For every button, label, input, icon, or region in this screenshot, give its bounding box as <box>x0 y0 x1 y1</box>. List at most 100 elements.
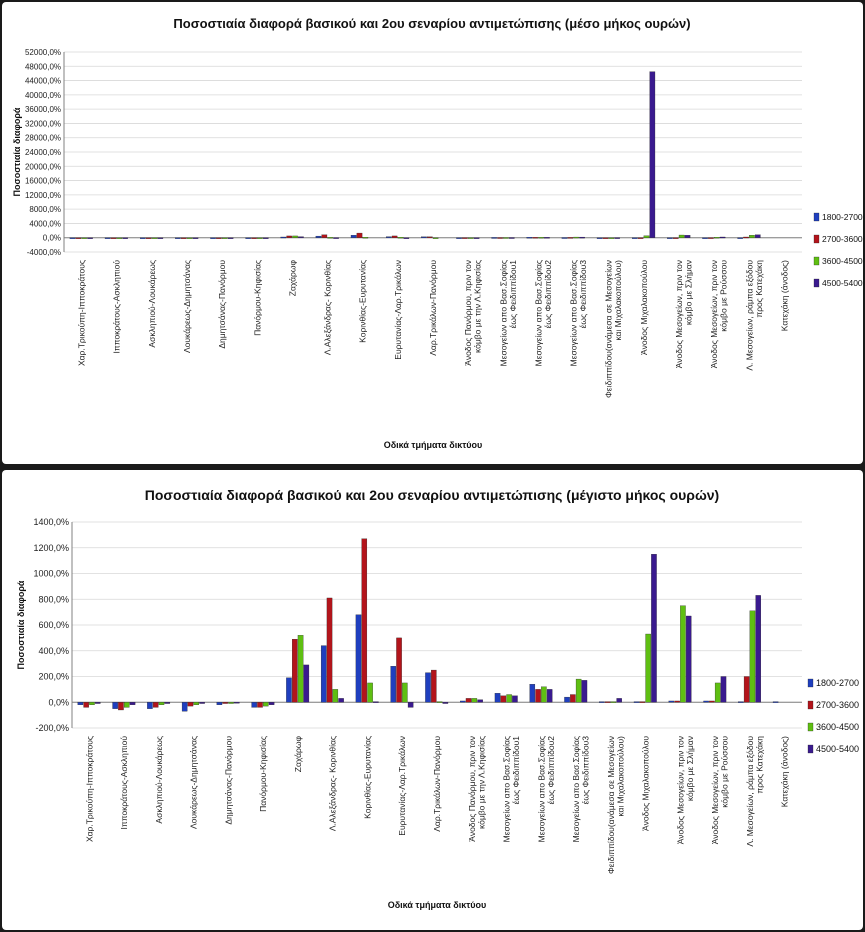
bar <box>228 702 234 704</box>
bar <box>425 672 431 703</box>
legend-swatch <box>813 212 820 222</box>
bar <box>702 237 708 239</box>
bar <box>151 237 158 239</box>
bar <box>333 237 339 239</box>
bar <box>491 237 497 239</box>
bar <box>755 595 761 703</box>
bar <box>426 236 433 238</box>
x-category-label: Λαρ.Τρικάλων-Πανόρμου <box>428 260 438 356</box>
chart-mean-queue: Ποσοστιαία διαφορά βασικού και 2ου σεναρ… <box>12 16 863 450</box>
x-category-label: Ζαχάρωφ <box>293 736 303 773</box>
bar <box>390 666 396 703</box>
bar <box>714 682 721 703</box>
bar <box>497 237 503 239</box>
bar <box>123 702 130 708</box>
bar <box>737 237 743 239</box>
bar <box>145 237 152 239</box>
legend-label: 2700-3600 <box>816 700 859 710</box>
bar <box>674 700 680 703</box>
bar <box>709 700 715 703</box>
bar <box>538 237 544 239</box>
x-category-label: Άνοδος Μεσογείων, πριν τονκόμβο με Σλήμα… <box>675 736 695 844</box>
x-category-label: Μεσογείων απο Βασ.Σοφίαςέως Φειδιππίδου1 <box>502 736 522 843</box>
x-category-label: Λαρ.Τρικάλων-Πανόρμου <box>432 736 442 832</box>
y-tick-label: 52000,0% <box>25 48 61 57</box>
bar <box>713 237 720 239</box>
bar <box>541 686 547 703</box>
bar <box>257 702 263 708</box>
bar <box>332 689 339 703</box>
bar <box>754 234 761 238</box>
bar <box>460 700 466 703</box>
bar <box>575 678 582 703</box>
x-category-label: Ευρυτανίας-Λαρ.Τρικάλων <box>393 260 403 360</box>
y-tick-label: 44000,0% <box>25 77 61 86</box>
x-category-label: Λ.Αλεξάνδρας- Κορινθίας <box>323 260 333 355</box>
bar <box>262 237 269 239</box>
bar <box>234 702 240 704</box>
bar <box>467 237 474 239</box>
y-tick-label: -4000,0% <box>27 248 61 257</box>
bar <box>772 701 779 703</box>
bar <box>471 698 478 703</box>
bar <box>320 645 327 703</box>
x-category-label: Άνοδος Πανόρμου, πριν τονκόμβο με την Λ.… <box>467 736 487 842</box>
bar <box>431 669 437 703</box>
bar <box>684 235 691 238</box>
chart-title: Ποσοστιαία διαφορά βασικού και 2ου σεναρ… <box>173 16 690 31</box>
bar <box>462 237 468 239</box>
y-tick-label: 12000,0% <box>25 191 61 200</box>
chart-title: Ποσοστιαία διαφορά βασικού και 2ου σεναρ… <box>145 487 719 503</box>
y-tick-label: 8000,0% <box>29 205 61 214</box>
x-category-label: Πανόρμου-Κηφισίας <box>258 736 268 812</box>
bar <box>221 237 228 239</box>
bar <box>77 702 84 705</box>
bar <box>465 698 472 703</box>
bar <box>193 702 200 705</box>
bar <box>506 694 512 703</box>
bar <box>180 237 187 239</box>
legend-label: 1800-2700 <box>822 212 863 222</box>
y-tick-label: 4000,0% <box>29 219 61 228</box>
y-tick-label: 1000,0% <box>33 569 69 579</box>
bar <box>672 237 679 239</box>
bar <box>477 699 483 703</box>
bar <box>743 676 750 703</box>
x-category-label: Άνοδος Μιχαλακοπούλου <box>639 260 649 355</box>
bar <box>749 610 756 703</box>
x-category-label: Μεσογείων απο Βασ.Σοφίαςέως Φειδιππίδου2 <box>533 260 553 367</box>
bar <box>631 237 638 239</box>
bar <box>338 698 344 703</box>
x-category-label: Άνοδος Μεσογείων, πριν τονκόμβο με Ρούσσ… <box>709 260 729 369</box>
legend-swatch <box>807 700 814 710</box>
x-category-label: Κορινθίας-Ευρυτανίας <box>358 260 368 343</box>
x-category-label: Ιπποκράτους-Ασκληπιού <box>112 260 122 354</box>
x-category-label: Δημητσάνας-Πανόρμου <box>223 736 233 825</box>
bar <box>297 635 304 703</box>
bar <box>581 680 588 703</box>
bar <box>436 701 443 703</box>
bar <box>355 614 362 703</box>
bar <box>391 235 398 238</box>
bar <box>596 237 603 239</box>
y-tick-label: 0,0% <box>48 697 69 707</box>
bar <box>503 237 509 239</box>
legend-label: 1800-2700 <box>816 678 859 688</box>
y-tick-label: 1200,0% <box>33 543 69 553</box>
bar <box>356 232 363 238</box>
bar <box>118 702 124 711</box>
bar <box>532 237 538 239</box>
legend-label: 3600-4500 <box>822 256 863 266</box>
bar <box>210 237 216 239</box>
bar <box>216 237 222 239</box>
y-tick-label: 24000,0% <box>25 148 61 157</box>
x-category-label: Μεσογείων απο Βασ.Σοφίαςέως Φειδιππίδου2 <box>536 736 556 843</box>
bar <box>407 702 414 708</box>
bar <box>397 237 404 239</box>
bar <box>315 235 322 238</box>
legend-label: 2700-3600 <box>822 234 863 244</box>
bar <box>158 702 165 705</box>
chart-panel-max-queue: Ποσοστιαία διαφορά βασικού και 2ου σεναρ… <box>2 470 863 930</box>
bar <box>286 235 292 238</box>
y-tick-label: 800,0% <box>38 594 69 604</box>
